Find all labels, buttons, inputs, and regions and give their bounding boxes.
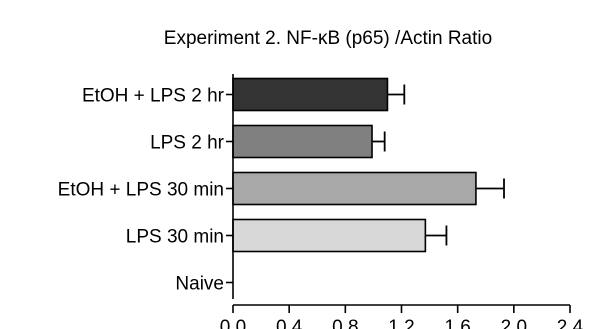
bar <box>232 77 389 112</box>
bar <box>232 124 373 159</box>
x-tick-label: 1.2 <box>388 317 414 329</box>
category-label: EtOH + LPS 30 min <box>58 180 224 201</box>
category-label: Naive <box>175 274 224 295</box>
category-label: LPS 30 min <box>126 227 224 248</box>
category-label: EtOH + LPS 2 hr <box>82 86 225 107</box>
x-tick-label: 2.4 <box>557 317 584 329</box>
x-tick-label: 0.4 <box>276 317 303 329</box>
x-tick-label: 2.0 <box>501 317 527 329</box>
chart-title: Experiment 2. NF-κB (p65) /Actin Ratio <box>164 28 492 49</box>
x-tick-label: 0.0 <box>220 317 246 329</box>
bar <box>232 171 477 206</box>
category-label: LPS 2 hr <box>150 133 225 154</box>
bar <box>232 218 427 253</box>
x-tick-label: 0.8 <box>332 317 358 329</box>
x-tick-label: 1.6 <box>444 317 470 329</box>
